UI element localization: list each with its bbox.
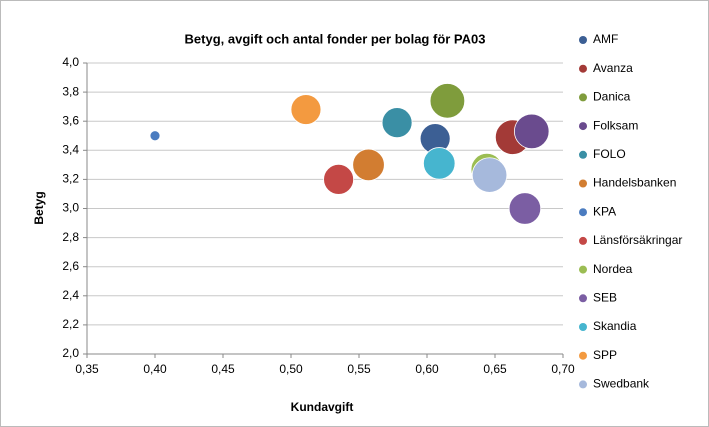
y-tick-label: 3,2 xyxy=(62,172,79,186)
legend-swatch xyxy=(579,323,587,331)
legend-label: Länsförsäkringar xyxy=(593,233,682,247)
legend-swatch xyxy=(579,179,587,188)
bubble xyxy=(381,107,413,139)
x-tick-label: 0,35 xyxy=(75,362,99,376)
chart-title: Betyg, avgift och antal fonder per bolag… xyxy=(185,31,486,46)
legend-swatch xyxy=(579,122,587,131)
legend-label: KPA xyxy=(593,204,616,218)
y-tick-label: 2,6 xyxy=(62,259,79,273)
legend-swatch xyxy=(579,380,587,389)
x-tick-label: 0,45 xyxy=(211,362,235,376)
y-tick-label: 3,4 xyxy=(62,142,79,156)
legend-label: Avanza xyxy=(593,61,633,75)
legend-swatch xyxy=(579,93,587,102)
y-tick-label: 2,4 xyxy=(62,288,79,302)
legend-label: Folksam xyxy=(593,118,638,132)
x-tick-label: 0,50 xyxy=(279,362,303,376)
bubble xyxy=(423,147,456,180)
x-tick-label: 0,60 xyxy=(415,362,439,376)
legend-swatch xyxy=(579,150,587,159)
legend-swatch xyxy=(579,265,587,274)
legend-swatch xyxy=(579,351,587,360)
y-tick-label: 2,8 xyxy=(62,230,79,244)
y-tick-label: 2,0 xyxy=(62,346,79,360)
bubble xyxy=(323,163,355,195)
y-tick-label: 2,2 xyxy=(62,317,79,331)
legend-swatch xyxy=(579,208,587,217)
legend-label: Danica xyxy=(593,90,631,104)
legend-label: SPP xyxy=(593,348,617,362)
legend-label: Handelsbanken xyxy=(593,176,676,190)
legend-swatch xyxy=(579,36,587,44)
legend-swatch xyxy=(579,236,587,245)
bubble xyxy=(429,83,466,119)
legend-label: SEB xyxy=(593,290,617,304)
x-tick-label: 0,70 xyxy=(551,362,575,376)
bubble xyxy=(290,94,322,125)
y-tick-label: 3,0 xyxy=(62,201,79,215)
y-tick-label: 4,0 xyxy=(62,55,79,69)
y-axis-title: Betyg xyxy=(32,191,46,224)
x-tick-label: 0,40 xyxy=(143,362,167,376)
legend-label: Skandia xyxy=(593,319,637,333)
legend-swatch xyxy=(579,294,587,303)
y-tick-label: 3,8 xyxy=(62,84,79,98)
legend-label: FOLO xyxy=(593,147,626,161)
x-tick-label: 0,55 xyxy=(347,362,371,376)
legend-label: Swedbank xyxy=(593,377,650,391)
x-tick-label: 0,65 xyxy=(483,362,507,376)
bubble xyxy=(149,130,161,142)
bubble xyxy=(513,113,550,150)
y-tick-label: 3,6 xyxy=(62,113,79,127)
bubble xyxy=(508,192,542,225)
bubble xyxy=(352,148,385,182)
legend-swatch xyxy=(579,64,587,73)
x-axis-title: Kundavgift xyxy=(291,400,354,414)
bubble xyxy=(471,157,508,193)
legend-label: AMF xyxy=(593,32,618,46)
legend-label: Nordea xyxy=(593,262,633,276)
